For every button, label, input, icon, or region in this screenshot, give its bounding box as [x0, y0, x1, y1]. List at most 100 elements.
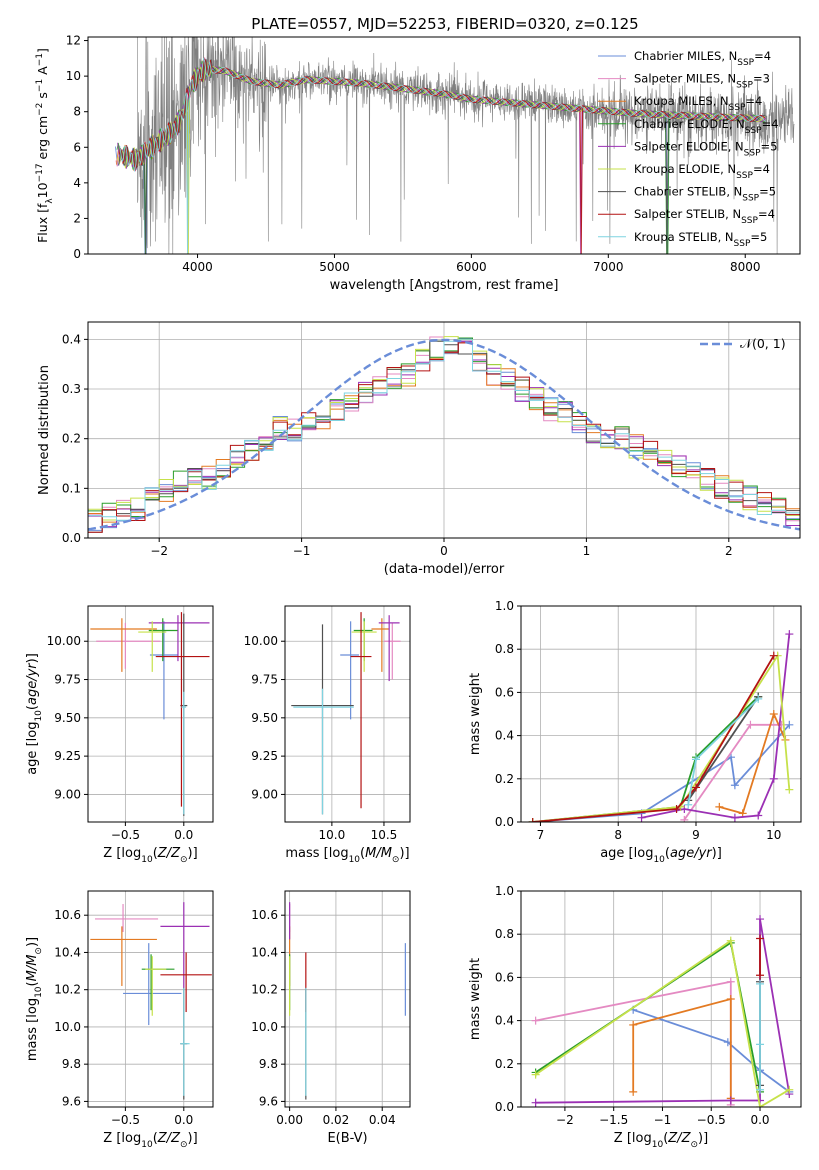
weight-line [532, 652, 791, 822]
weight-marker [730, 781, 739, 790]
error-bar-point [181, 691, 187, 815]
error-bar-point [148, 618, 178, 662]
weight-series [756, 934, 765, 980]
x-axis-label: mass [log10(M/M⊙)] [285, 846, 409, 865]
weight-marker [754, 694, 763, 703]
x-tick-label: −0.5 [111, 1113, 140, 1127]
axes-age_vs_mass: 10.0 10.5 9.00 9.25 9.50 9.75 10.00 mass [log10… [244, 605, 411, 865]
weight-marker [730, 813, 739, 822]
weight-line [535, 939, 790, 1107]
y-axis-label: mass weight [468, 673, 483, 755]
x-tick-label: 0.0 [750, 1113, 769, 1127]
x-tick-label: −2 [150, 544, 168, 558]
axes-frame [284, 890, 411, 1108]
y-tick-label: 0.4 [495, 1014, 514, 1028]
x-axis-label: Z [log10(Z/Z⊙)] [103, 846, 197, 865]
x-tick-label: 10 [766, 828, 781, 842]
x-tick-label: 8 [614, 828, 622, 842]
y-tick-label: 9.75 [54, 673, 81, 687]
weight-marker [756, 979, 765, 988]
weight-series [531, 938, 765, 1096]
x-axis-label: wavelength [Angstrom, rest frame] [330, 278, 559, 293]
weight-marker [756, 1103, 765, 1107]
x-tick-label: 8000 [730, 260, 761, 274]
x-tick-label: 0.00 [276, 1113, 303, 1127]
y-tick-label: 10.2 [54, 983, 81, 997]
legend-entry: Kroupa STELIB, NSSP=5 [634, 230, 767, 249]
x-tick-label: 0.04 [369, 1113, 396, 1127]
error-bar-point [90, 926, 157, 986]
axes-frame [87, 890, 214, 1108]
legend-entry: Chabrier STELIB, NSSP=5 [634, 185, 776, 204]
x-tick-label: −1.5 [599, 1113, 628, 1127]
legend-entry: Salpeter MILES, NSSP=3 [634, 72, 770, 91]
weight-marker [738, 809, 747, 818]
y-axis-label: Flux [fλ10−17 erg cm−2 s−1 A−1] [35, 48, 55, 243]
legend-entry: 𝒩(0, 1) [740, 336, 786, 351]
weight-line [632, 997, 732, 1099]
error-bar-point [378, 615, 400, 682]
axes-frame [87, 36, 801, 255]
axes-mass_vs_Z: −0.5 0.0 9.6 9.8 10.0 10.2 10.4 10.6 Z [log10(Z/… [25, 890, 214, 1150]
axes-frame [87, 605, 214, 823]
x-tick-label: 4000 [182, 260, 213, 274]
weight-marker [726, 936, 735, 945]
x-tick-label: 7000 [593, 260, 624, 274]
x-tick-label: 1 [583, 544, 591, 558]
weight-marker [756, 934, 765, 943]
weight-marker [692, 755, 700, 764]
y-tick-label: 0.6 [495, 685, 514, 699]
weight-marker [528, 818, 537, 822]
error-bar-point [155, 612, 210, 807]
weight-marker [769, 710, 778, 718]
weight-series [531, 936, 794, 1107]
y-tick-label: 0.0 [495, 1100, 514, 1114]
weight-marker [769, 774, 778, 783]
x-tick-label: 7 [537, 828, 545, 842]
legend-entry: Kroupa MILES, NSSP=4 [634, 94, 762, 113]
y-tick-label: 8 [73, 105, 81, 119]
y-axis-label: mass weight [468, 958, 483, 1040]
axes-mass_vs_ebv: 0.00 0.02 0.04 9.6 9.8 10.0 10.2 10.4 10.6 E(B-V) [251, 890, 411, 1146]
normal-curve [88, 338, 800, 531]
error-bar-point [138, 621, 167, 672]
x-axis-label: Z [log10(Z/Z⊙)] [103, 1131, 197, 1150]
error-bar-point [95, 904, 159, 932]
x-axis-label: (data-model)/error [384, 562, 505, 577]
legend: Chabrier MILES, NSSP=4 Salpeter MILES, NS… [598, 49, 779, 249]
y-tick-label: 6 [73, 140, 81, 154]
x-tick-label: −0.5 [111, 828, 140, 842]
plot-area-mass_vs_Z [90, 902, 212, 1100]
y-tick-label: 0.4 [62, 332, 81, 346]
y-tick-label: 9.50 [54, 711, 81, 725]
y-tick-label: 10.6 [251, 908, 278, 922]
model-spectrum [116, 60, 766, 254]
weight-marker [726, 1096, 735, 1105]
y-tick-label: 1.0 [495, 599, 514, 613]
y-tick-label: 9.50 [251, 711, 278, 725]
y-tick-label: 0.0 [495, 815, 514, 829]
error-bar-point [351, 621, 377, 672]
weight-marker [629, 1087, 638, 1096]
weight-line [532, 696, 759, 822]
error-bar-point [180, 987, 190, 1096]
weight-marker [785, 720, 794, 729]
y-tick-label: 0 [73, 247, 81, 261]
legend-entry: Chabrier ELODIE, NSSP=4 [634, 117, 779, 136]
error-bar-point [340, 621, 359, 720]
weight-marker [637, 813, 646, 822]
weight-marker [756, 915, 765, 924]
x-tick-label: 2 [725, 544, 733, 558]
error-bar-point [90, 618, 157, 672]
weight-line [532, 724, 790, 822]
plot-area-age_vs_Z [90, 612, 210, 816]
weight-marker [715, 802, 724, 811]
plot-area-residual_histogram [88, 336, 800, 533]
x-tick-label: 5000 [319, 260, 350, 274]
y-tick-label: 0.4 [495, 729, 514, 743]
x-axis-label: Z [log10(Z/Z⊙)] [614, 1131, 708, 1150]
error-bar-point [371, 618, 390, 672]
error-bar-point [149, 621, 178, 720]
y-tick-label: 0.1 [62, 481, 81, 495]
axes-frame [284, 605, 411, 823]
